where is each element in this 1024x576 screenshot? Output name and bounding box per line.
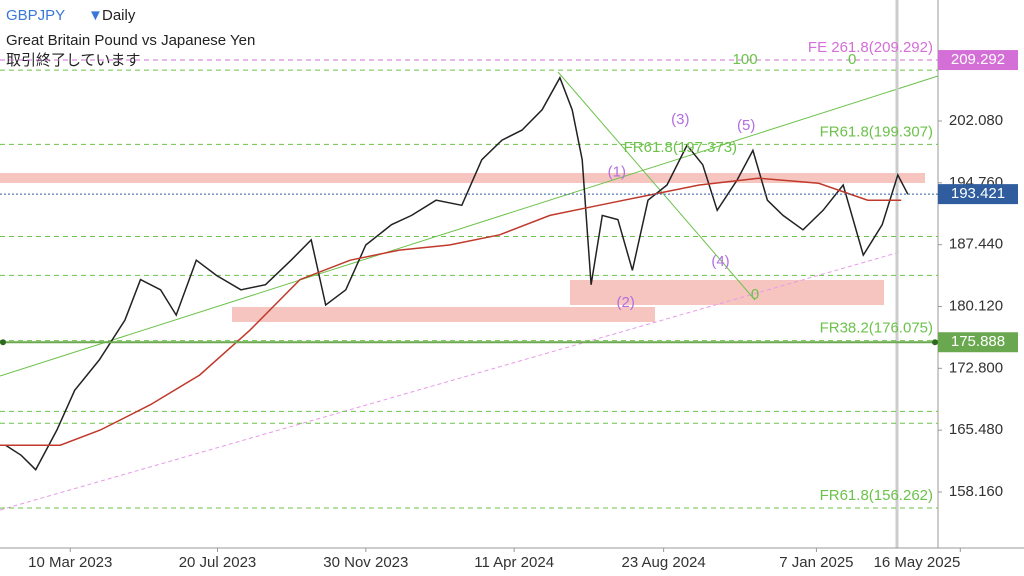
- x-tick-label: 7 Jan 2025: [779, 554, 853, 571]
- zone: [0, 173, 925, 183]
- annotation: (4): [711, 253, 729, 270]
- zone: [232, 307, 655, 322]
- annotation: FR61.8(197.373): [624, 139, 737, 156]
- y-tick-label: 202.080: [949, 112, 1003, 129]
- x-tick-label: 10 Mar 2023: [28, 554, 112, 571]
- annotation: 0: [751, 286, 759, 303]
- x-tick-label: 30 Nov 2023: [323, 554, 408, 571]
- trend-line: [0, 251, 901, 511]
- x-tick-label: 20 Jul 2023: [179, 554, 257, 571]
- interval: Daily: [102, 7, 136, 24]
- price-tag: [938, 184, 1018, 205]
- price-line: [5, 75, 909, 471]
- y-tick-label: 180.120: [949, 297, 1003, 314]
- annotation: (3): [671, 111, 689, 128]
- annotation: (2): [617, 294, 635, 311]
- dropdown-icon[interactable]: ▼: [88, 7, 103, 24]
- zone: [570, 280, 884, 305]
- x-tick-label: 16 May 2025: [874, 554, 961, 571]
- line-handle: [932, 339, 938, 346]
- fib-line: [557, 71, 756, 301]
- y-tick-label: 172.800: [949, 359, 1003, 376]
- annotation: 0: [848, 51, 856, 68]
- y-tick-label: 187.440: [949, 236, 1003, 253]
- level-label: FR38.2(176.075): [820, 320, 933, 337]
- y-tick-label: 158.160: [949, 483, 1003, 500]
- annotation: 100: [733, 51, 758, 68]
- x-tick-label: 11 Apr 2024: [474, 554, 554, 571]
- subtitle: Great Britain Pound vs Japanese Yen: [6, 32, 255, 49]
- price-tag-label: 193.421: [951, 185, 1005, 202]
- level-label: FR61.8(156.262): [820, 487, 933, 504]
- price-line: [0, 177, 902, 446]
- price-tag-label: 209.292: [951, 51, 1005, 68]
- level-label: FR61.8(199.307): [820, 123, 933, 140]
- x-tick-label: 23 Aug 2024: [621, 554, 705, 571]
- price-tag-label: 175.888: [951, 333, 1005, 350]
- price-tag: [938, 332, 1018, 353]
- annotation: (5): [737, 117, 755, 134]
- symbol[interactable]: GBPJPY: [6, 7, 65, 24]
- annotation: (1): [608, 163, 626, 180]
- line-handle: [0, 339, 6, 346]
- y-tick-label: 165.480: [949, 421, 1003, 438]
- price-tag: [938, 50, 1018, 71]
- level-label: FE 261.8(209.292): [808, 39, 933, 56]
- trend-line: [0, 75, 939, 377]
